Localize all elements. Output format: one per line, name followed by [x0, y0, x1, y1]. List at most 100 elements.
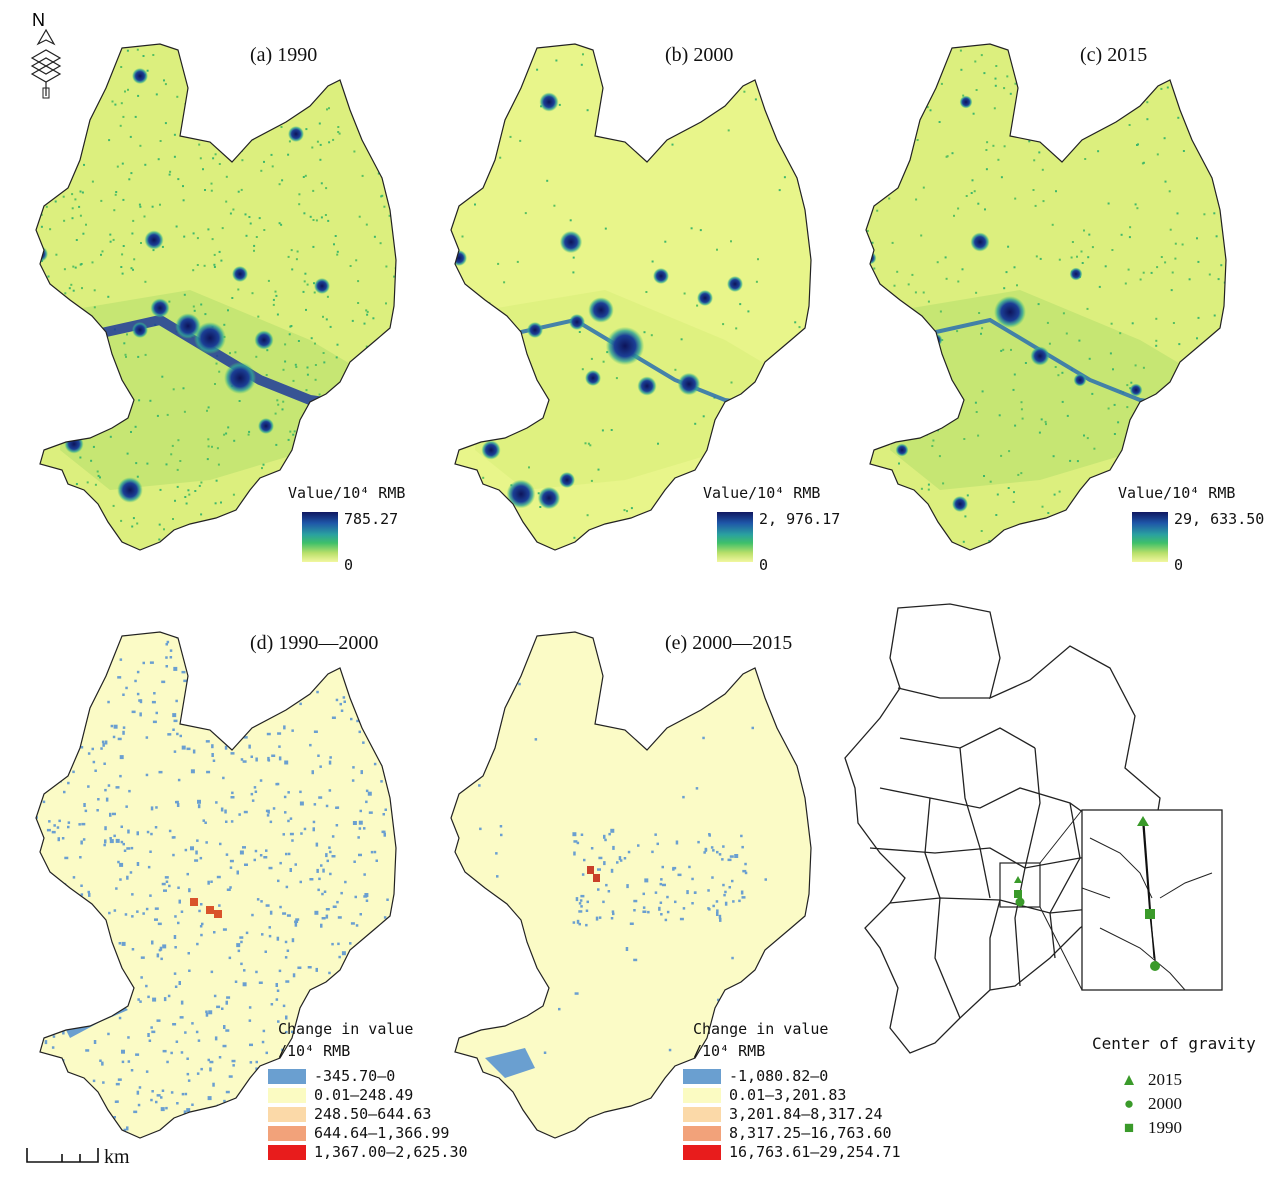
negative-change-cell: [102, 980, 105, 983]
negative-change-cell: [380, 964, 383, 969]
speckle: [75, 100, 78, 102]
speckle: [36, 133, 39, 136]
negative-change-cell: [84, 809, 88, 813]
speckle: [218, 548, 221, 550]
negative-change-cell: [595, 916, 599, 921]
speckle: [324, 214, 327, 216]
speckle: [61, 147, 64, 150]
speckle: [112, 504, 115, 507]
speckle: [922, 291, 925, 294]
speckle: [304, 174, 307, 177]
speckle: [376, 473, 378, 476]
negative-change-cell: [152, 997, 157, 1002]
negative-change-cell: [67, 821, 71, 824]
negative-change-cell: [342, 696, 346, 699]
negative-change-cell: [286, 949, 290, 952]
speckle: [288, 140, 291, 143]
speckle: [182, 199, 185, 202]
speckle: [1203, 213, 1206, 216]
urban-center: [653, 268, 669, 284]
speckle: [75, 434, 78, 437]
speckle: [300, 468, 303, 470]
negative-change-cell: [117, 1078, 122, 1081]
speckle: [908, 116, 911, 119]
negative-change-cell: [334, 1061, 339, 1064]
negative-change-cell: [215, 801, 218, 804]
negative-change-cell: [169, 649, 173, 652]
negative-change-cell: [75, 711, 78, 716]
negative-change-cell: [258, 981, 263, 984]
speckle: [920, 234, 923, 237]
speckle: [282, 400, 285, 403]
speckle: [54, 200, 57, 203]
speckle: [247, 433, 250, 436]
speckle: [1214, 69, 1217, 72]
speckle: [465, 186, 468, 189]
speckle: [938, 121, 941, 123]
negative-change-cell: [294, 922, 298, 927]
negative-change-cell: [199, 856, 203, 860]
speckle: [905, 50, 908, 53]
speckle: [75, 239, 78, 241]
speckle: [95, 76, 98, 78]
negative-change-cell: [102, 742, 105, 747]
speckle: [176, 95, 179, 98]
negative-change-cell: [171, 836, 175, 839]
speckle: [117, 418, 120, 421]
speckle: [370, 125, 373, 128]
negative-change-cell: [386, 898, 389, 901]
negative-change-cell: [314, 1000, 318, 1004]
negative-change-cell: [238, 681, 242, 686]
negative-change-cell: [113, 724, 118, 729]
negative-change-cell: [158, 948, 162, 952]
negative-change-cell: [329, 850, 332, 854]
speckle: [903, 400, 906, 403]
region-outline: [450, 43, 812, 551]
negative-change-cell: [142, 661, 145, 665]
speckle: [1224, 366, 1226, 369]
negative-change-cell: [103, 762, 106, 765]
speckle: [1128, 236, 1131, 239]
speckle: [800, 175, 803, 178]
speckle: [152, 54, 155, 56]
negative-change-cell: [127, 1036, 130, 1039]
negative-change-cell: [216, 653, 221, 657]
speckle: [244, 115, 247, 118]
speckle: [504, 112, 507, 114]
speckle: [1052, 82, 1055, 84]
speckle: [36, 445, 39, 448]
negative-change-cell: [61, 896, 65, 901]
legend-class: 1,367.00—2,625.30: [268, 1143, 468, 1161]
speckle: [802, 545, 805, 548]
speckle: [985, 149, 988, 151]
negative-change-cell: [598, 856, 603, 860]
negative-change-cell: [312, 820, 316, 824]
speckle: [293, 543, 295, 546]
negative-change-cell: [220, 807, 224, 812]
speckle: [134, 425, 137, 428]
negative-change-cell: [69, 968, 72, 972]
speckle: [155, 93, 158, 96]
negative-change-cell: [206, 770, 211, 774]
speckle: [537, 492, 540, 495]
speckle: [265, 374, 268, 376]
speckle: [862, 521, 864, 523]
urban-center: [1030, 346, 1050, 366]
speckle: [906, 79, 909, 82]
negative-change-cell: [321, 892, 324, 896]
speckle: [869, 433, 872, 436]
negative-change-cell: [122, 693, 125, 696]
speckle: [966, 494, 969, 497]
negative-change-cell: [708, 833, 711, 836]
speckle: [787, 464, 790, 467]
negative-change-cell: [302, 682, 306, 687]
speckle: [1227, 41, 1229, 43]
negative-change-cell: [321, 917, 326, 920]
speckle: [252, 41, 254, 43]
negative-change-cell: [360, 658, 365, 661]
speckle: [319, 143, 322, 146]
speckle: [470, 542, 473, 545]
speckle: [288, 333, 291, 336]
speckle: [143, 215, 146, 218]
negative-change-cell: [294, 920, 299, 923]
